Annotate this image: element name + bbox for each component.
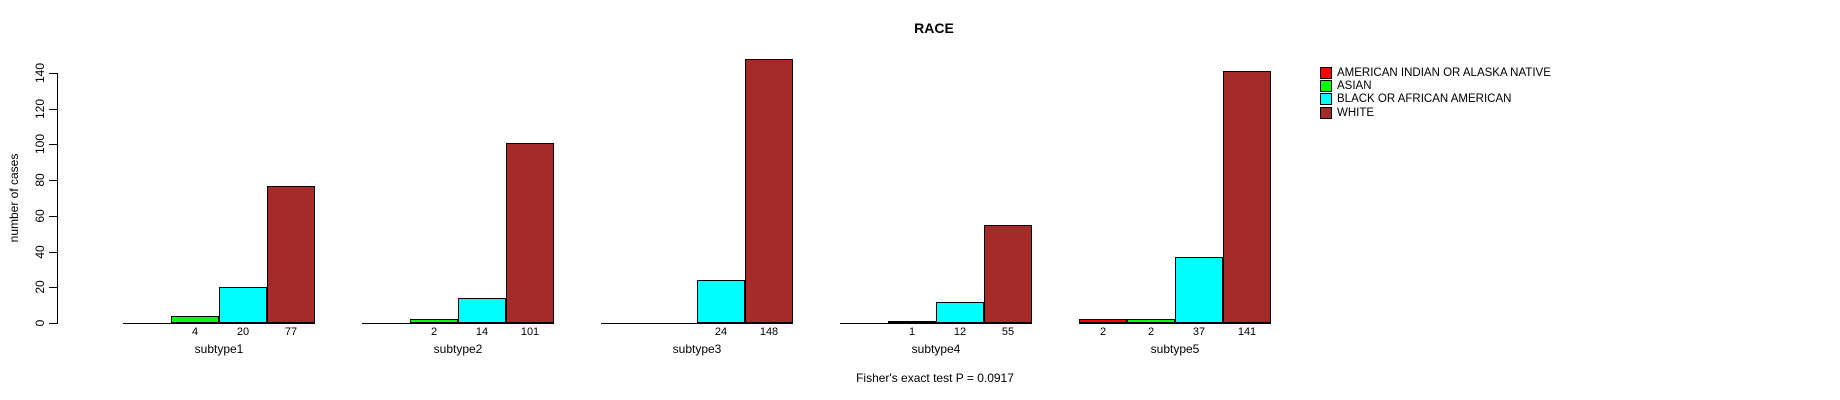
bar-value-label: 148 <box>759 326 779 338</box>
bar-value-label: 2 <box>1099 326 1107 338</box>
legend-swatch <box>1320 106 1332 119</box>
bar-value-label: 141 <box>1237 326 1257 338</box>
y-tick-label: 100 <box>33 133 47 155</box>
bar <box>410 319 458 323</box>
bar-value-label: 4 <box>191 326 199 338</box>
bar <box>1175 257 1223 323</box>
y-tick <box>49 323 57 324</box>
group-label: subtype4 <box>911 342 961 356</box>
y-tick <box>49 180 57 181</box>
group-label: subtype5 <box>1150 342 1200 356</box>
y-axis-line <box>57 73 58 324</box>
bar <box>984 225 1032 323</box>
bar <box>936 302 984 323</box>
bar <box>506 143 554 323</box>
bar-value-label: 14 <box>475 326 489 338</box>
legend-swatch <box>1320 66 1332 79</box>
bar-value-label: 20 <box>236 326 250 338</box>
y-tick-label: 140 <box>33 62 47 84</box>
legend-item: WHITE <box>1320 106 1551 119</box>
bar-value-label: 55 <box>1001 326 1015 338</box>
bar <box>267 186 315 323</box>
bar-value-label: 1 <box>908 326 916 338</box>
legend-label: BLACK OR AFRICAN AMERICAN <box>1337 93 1512 106</box>
y-tick <box>49 252 57 253</box>
y-tick-label: 0 <box>33 319 47 327</box>
group-baseline <box>1079 323 1271 324</box>
y-tick-label: 20 <box>33 280 47 294</box>
y-tick-label: 40 <box>33 245 47 259</box>
bar-value-label: 24 <box>714 326 728 338</box>
bar-value-label: 12 <box>953 326 967 338</box>
y-tick-label: 60 <box>33 209 47 223</box>
legend-label: WHITE <box>1337 106 1375 119</box>
bar <box>1223 71 1271 323</box>
legend-swatch <box>1320 80 1332 93</box>
legend-label: ASIAN <box>1337 80 1372 93</box>
bar-value-label: 37 <box>1192 326 1206 338</box>
legend-swatch <box>1320 93 1332 106</box>
bar <box>171 316 219 323</box>
y-tick <box>49 73 57 74</box>
y-tick-label: 120 <box>33 98 47 120</box>
bar <box>219 287 267 323</box>
y-tick-label: 80 <box>33 173 47 187</box>
group-label: subtype1 <box>194 342 244 356</box>
y-tick <box>49 144 57 145</box>
group-baseline <box>840 323 1032 324</box>
group-label: subtype2 <box>433 342 483 356</box>
footer-stat: Fisher's exact test P = 0.0917 <box>856 371 1014 385</box>
bar-value-label: 2 <box>1147 326 1155 338</box>
chart-title: RACE <box>914 20 954 36</box>
group-label: subtype3 <box>672 342 722 356</box>
bar-value-label: 101 <box>520 326 540 338</box>
bar <box>697 280 745 323</box>
bar <box>745 59 793 323</box>
y-tick <box>49 287 57 288</box>
bar-value-label: 77 <box>284 326 298 338</box>
y-tick <box>49 216 57 217</box>
legend-item: ASIAN <box>1320 79 1551 93</box>
group-baseline <box>362 323 554 324</box>
legend: AMERICAN INDIAN OR ALASKA NATIVE ASIAN BLA… <box>1320 66 1551 120</box>
y-tick <box>49 109 57 110</box>
group-baseline <box>601 323 793 324</box>
group-baseline <box>123 323 315 324</box>
bar <box>888 321 936 323</box>
y-axis-title: number of cases <box>7 153 21 243</box>
bar <box>458 298 506 323</box>
bar <box>1079 319 1127 323</box>
bar-value-label: 2 <box>430 326 438 338</box>
legend-item: AMERICAN INDIAN OR ALASKA NATIVE <box>1320 66 1551 79</box>
legend-item: BLACK OR AFRICAN AMERICAN <box>1320 93 1551 106</box>
bar <box>1127 319 1175 323</box>
legend-label: AMERICAN INDIAN OR ALASKA NATIVE <box>1337 66 1551 79</box>
